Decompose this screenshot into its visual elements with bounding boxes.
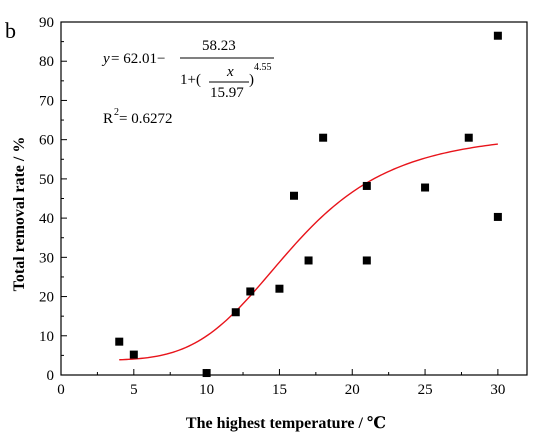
y-tick-label: 70	[39, 93, 54, 109]
data-point	[362, 256, 371, 265]
data-point	[362, 181, 371, 190]
data-point	[290, 191, 298, 200]
x-tick-label: 25	[418, 382, 433, 398]
data-point	[115, 337, 124, 346]
x-tick-label: 5	[130, 382, 138, 398]
data-point	[464, 133, 473, 142]
x-tick-label: 0	[57, 382, 65, 398]
data-point	[319, 133, 328, 142]
data-point	[202, 369, 211, 378]
y-tick-label: 40	[39, 211, 54, 227]
data-point	[304, 256, 313, 265]
y-tick-label: 10	[39, 329, 54, 345]
y-tick-label: 90	[39, 15, 54, 31]
eq-constant: = 62.01−	[111, 51, 165, 67]
x-tick-label: 30	[490, 382, 505, 398]
plot-frame	[60, 21, 528, 376]
points-layer	[115, 31, 502, 378]
r2-label: R	[103, 111, 113, 127]
r2-value: = 0.6272	[119, 111, 172, 127]
eq-y: y	[101, 51, 110, 67]
eq-close: )	[249, 72, 254, 88]
r2-sup: 2	[114, 107, 119, 118]
ticks-layer: 0 5 10 15 20 25 30 0 10 20 30 40 50 60 70 80 90	[39, 15, 505, 398]
fit-equation: y = 62.01− 58.23 1+( x 15.97 ) 4.55	[101, 38, 274, 101]
y-tick-label: 60	[39, 133, 54, 149]
data-point	[275, 284, 284, 293]
eq-x: x	[226, 64, 234, 80]
eq-inner-den: 15.97	[210, 85, 244, 101]
y-tick-label: 80	[39, 54, 54, 70]
data-point	[493, 31, 502, 40]
eq-exponent: 4.55	[254, 62, 272, 73]
data-point	[493, 212, 502, 221]
x-tick-label: 15	[272, 382, 287, 398]
eq-numerator: 58.23	[202, 38, 236, 54]
y-tick-label: 0	[47, 368, 55, 384]
data-point	[421, 183, 430, 192]
r-squared: R 2 = 0.6272	[103, 107, 172, 127]
x-tick-label: 10	[199, 382, 214, 398]
x-tick-label: 20	[345, 382, 360, 398]
y-tick-label: 50	[39, 172, 54, 188]
y-tick-label: 20	[39, 290, 54, 306]
data-point	[129, 350, 138, 359]
panel-label: b	[5, 18, 16, 43]
data-point	[246, 287, 255, 296]
data-point	[231, 308, 240, 317]
y-tick-label: 30	[39, 250, 54, 266]
y-axis-title: Total removal rate / %	[11, 137, 28, 292]
eq-denom-prefix: 1+(	[180, 72, 201, 88]
x-axis-title: The highest temperature / ℃	[186, 415, 386, 432]
fit-curve	[119, 143, 498, 361]
